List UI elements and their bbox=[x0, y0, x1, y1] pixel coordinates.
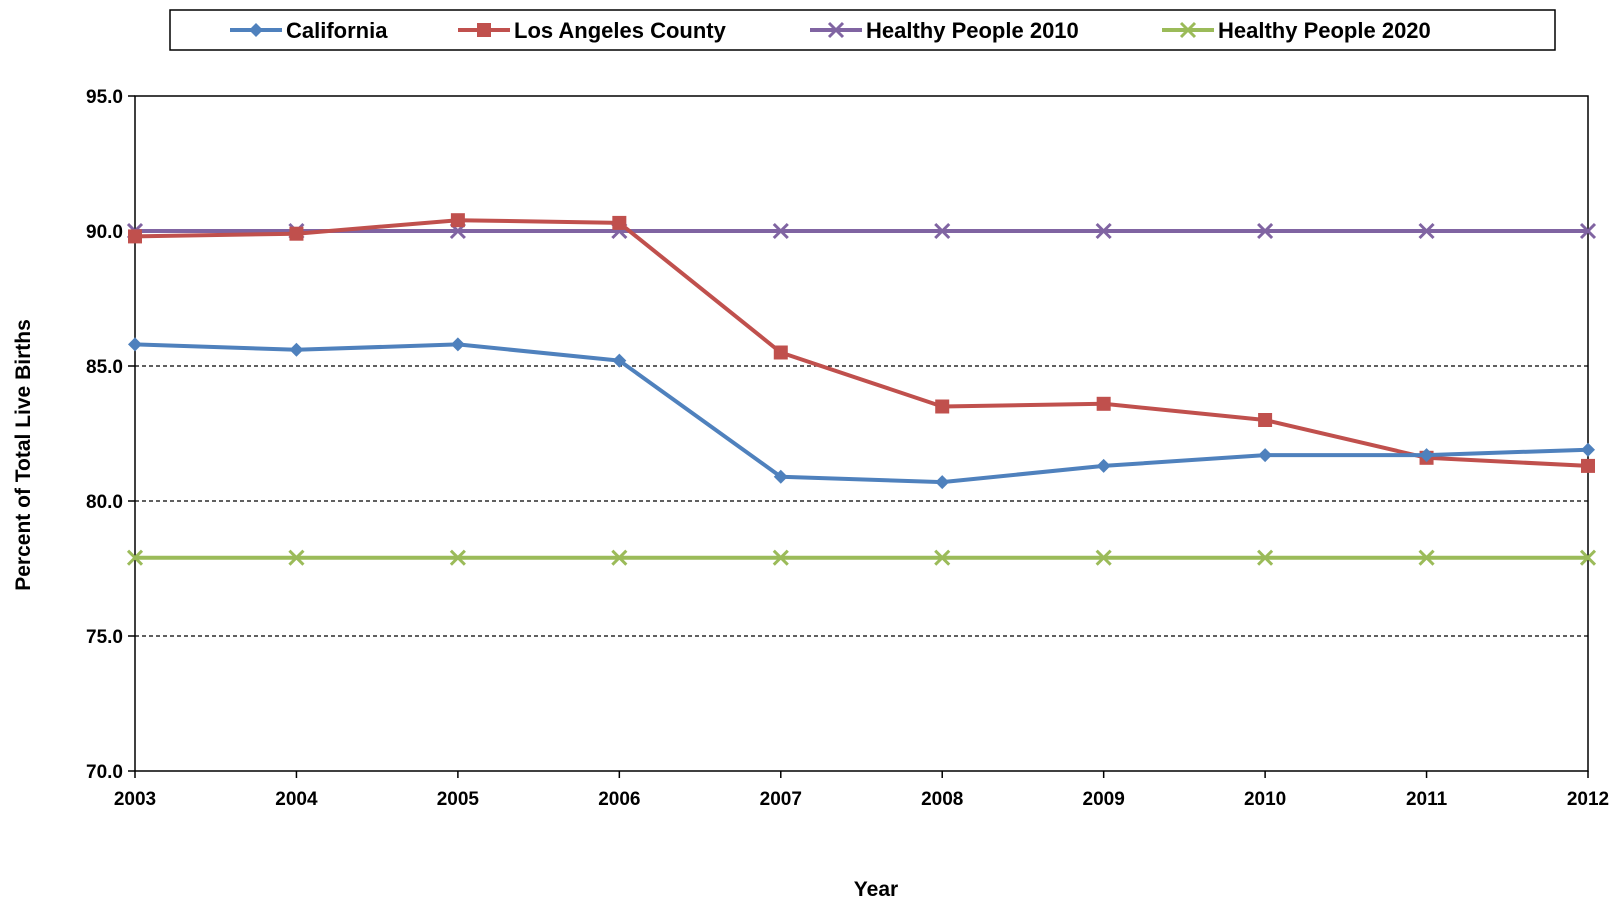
point-stroke bbox=[1257, 222, 1274, 240]
point-stroke bbox=[288, 549, 305, 566]
point-stroke bbox=[772, 549, 789, 566]
point-stroke bbox=[1257, 549, 1274, 566]
point-stroke bbox=[1095, 222, 1112, 240]
point-stroke bbox=[1095, 549, 1112, 566]
data-point bbox=[288, 549, 305, 566]
data-point bbox=[611, 549, 628, 566]
x-tick-label: 2011 bbox=[1406, 789, 1448, 810]
x-tick-label: 2004 bbox=[275, 789, 318, 810]
legend-label: Los Angeles County bbox=[514, 18, 727, 43]
legend-label: California bbox=[286, 18, 388, 43]
data-point bbox=[450, 213, 465, 228]
data-point bbox=[934, 222, 951, 240]
data-point bbox=[934, 549, 951, 566]
point-stroke bbox=[1418, 222, 1435, 240]
data-point bbox=[1258, 413, 1273, 427]
data-point bbox=[249, 23, 263, 37]
data-point bbox=[1095, 222, 1112, 240]
data-point bbox=[1579, 549, 1597, 566]
y-tick-label: 95.0 bbox=[86, 87, 123, 108]
legend-item: Healthy People 2020 bbox=[1162, 18, 1431, 43]
data-point bbox=[1257, 222, 1274, 240]
x-tick-label: 2012 bbox=[1567, 789, 1609, 810]
legend-label: Healthy People 2010 bbox=[866, 18, 1079, 43]
point-stroke bbox=[827, 21, 845, 39]
data-point bbox=[1258, 448, 1273, 463]
point-stroke bbox=[1418, 549, 1435, 566]
x-axis-title: Year bbox=[854, 878, 898, 899]
data-point bbox=[1581, 442, 1595, 457]
data-point bbox=[612, 353, 627, 368]
point-stroke bbox=[611, 549, 628, 566]
data-point bbox=[1257, 549, 1274, 566]
x-tick-label: 2006 bbox=[598, 789, 640, 810]
y-axis-title: Percent of Total Live Births bbox=[12, 319, 35, 591]
data-point bbox=[1179, 21, 1197, 39]
x-tick-label: 2008 bbox=[921, 789, 963, 810]
data-point bbox=[935, 399, 950, 414]
point-stroke bbox=[449, 549, 466, 566]
legend-item: California bbox=[230, 18, 388, 43]
data-point bbox=[772, 222, 789, 240]
chart-legend: California Los Angeles County Healthy Peop… bbox=[169, 9, 1556, 51]
x-tick-label: 2009 bbox=[1083, 789, 1125, 810]
y-tick-label: 75.0 bbox=[86, 627, 123, 648]
series-healthy-people-2020 bbox=[126, 549, 1597, 566]
plot-area bbox=[134, 95, 1589, 772]
data-point bbox=[1418, 222, 1435, 240]
data-point bbox=[1096, 458, 1111, 473]
legend-item: Los Angeles County bbox=[458, 18, 727, 43]
data-point bbox=[1579, 222, 1597, 240]
point-stroke bbox=[1179, 21, 1197, 39]
data-point bbox=[612, 215, 627, 230]
data-point bbox=[126, 549, 144, 566]
data-point bbox=[450, 337, 465, 352]
data-point bbox=[289, 342, 304, 357]
y-tick-label: 70.0 bbox=[86, 762, 123, 783]
series-los-angeles-county bbox=[128, 213, 1595, 473]
data-point bbox=[1095, 549, 1112, 566]
point-stroke bbox=[1579, 549, 1597, 566]
data-point bbox=[935, 475, 950, 490]
data-point bbox=[827, 21, 845, 39]
data-point bbox=[773, 469, 788, 484]
gridlines bbox=[135, 230, 1588, 637]
data-point bbox=[772, 549, 789, 566]
legend-label: Healthy People 2020 bbox=[1218, 18, 1431, 43]
point-stroke bbox=[126, 549, 144, 566]
data-point bbox=[289, 226, 304, 241]
series-line bbox=[134, 218, 1589, 468]
data-point bbox=[449, 549, 466, 566]
point-stroke bbox=[1579, 222, 1597, 240]
data-point bbox=[128, 229, 142, 244]
data-point bbox=[1096, 396, 1111, 411]
data-point bbox=[773, 345, 788, 360]
x-tick-label: 2007 bbox=[760, 789, 802, 810]
series-california bbox=[128, 337, 1595, 490]
series-layer bbox=[126, 213, 1597, 566]
x-tick-label: 2005 bbox=[437, 789, 480, 810]
x-tick-label: 2003 bbox=[114, 789, 156, 810]
y-tick-label: 90.0 bbox=[86, 222, 123, 243]
data-point bbox=[477, 23, 491, 37]
y-tick-label: 80.0 bbox=[86, 492, 123, 513]
y-tick-label: 85.0 bbox=[86, 357, 123, 378]
x-axis: 2003 2004 2005 2006 2007 2008 2009 2010 2011 2012 bbox=[114, 771, 1609, 810]
legend-item: Healthy People 2010 bbox=[810, 18, 1079, 43]
point-stroke bbox=[934, 222, 951, 240]
point-stroke bbox=[772, 222, 789, 240]
data-point bbox=[1419, 448, 1434, 463]
series-line bbox=[134, 342, 1589, 485]
data-point bbox=[1418, 549, 1435, 566]
y-axis: 70.0 75.0 80.0 85.0 90.0 95.0 bbox=[86, 87, 135, 783]
point-stroke bbox=[934, 549, 951, 566]
data-point bbox=[128, 337, 142, 352]
x-tick-label: 2010 bbox=[1244, 789, 1286, 810]
data-point bbox=[1581, 458, 1595, 473]
